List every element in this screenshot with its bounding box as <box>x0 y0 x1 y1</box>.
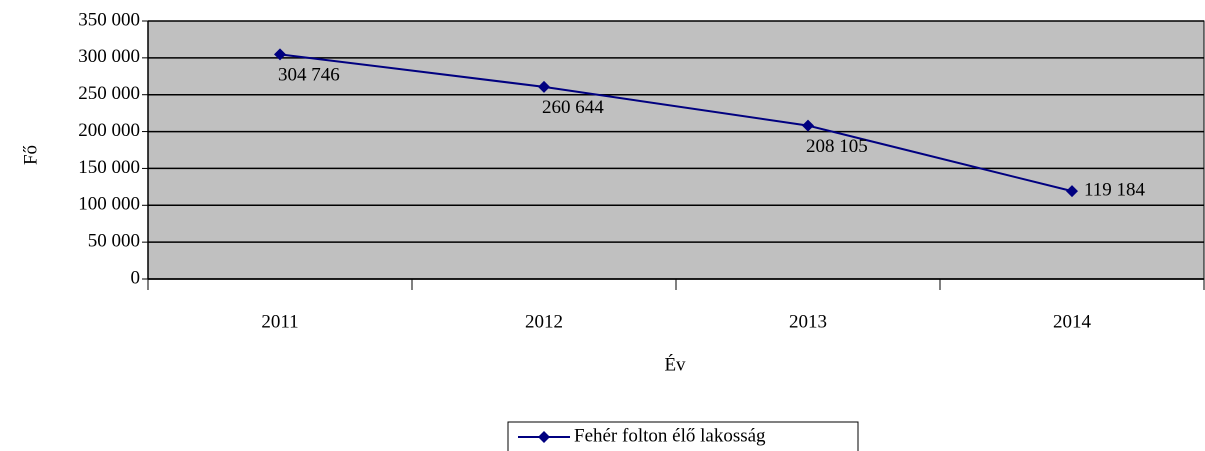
data-point <box>274 48 286 61</box>
legend-marker <box>538 431 550 443</box>
data-label: 304 746 <box>278 65 340 86</box>
y-tick-label: 200 000 <box>78 120 140 141</box>
x-tick-label: 2012 <box>525 311 563 332</box>
y-tick-label: 100 000 <box>78 194 140 215</box>
x-axis-label: Év <box>664 353 686 375</box>
y-tick-label: 150 000 <box>78 157 140 178</box>
legend: Fehér folton élő lakosság <box>507 421 859 451</box>
data-point <box>538 80 550 93</box>
y-tick-label: 0 <box>131 267 141 288</box>
x-tick-label: 2011 <box>261 311 298 332</box>
y-axis-label: Fő <box>20 145 41 165</box>
y-tick-label: 250 000 <box>78 83 140 104</box>
plot-area <box>147 20 1205 280</box>
data-label: 260 644 <box>542 97 604 118</box>
x-tick-label: 2014 <box>1053 311 1092 332</box>
data-line <box>279 53 1073 193</box>
x-tick-label: 2013 <box>789 311 827 332</box>
y-tick-label: 50 000 <box>88 231 140 252</box>
legend-label: Fehér folton élő lakosság <box>574 425 766 446</box>
data-label: 208 105 <box>806 136 868 157</box>
y-tick-label: 300 000 <box>78 46 140 67</box>
y-tick-label: 350 000 <box>78 9 140 30</box>
data-point <box>1066 185 1078 198</box>
data-label: 119 184 <box>1084 180 1146 201</box>
data-point <box>802 119 814 132</box>
